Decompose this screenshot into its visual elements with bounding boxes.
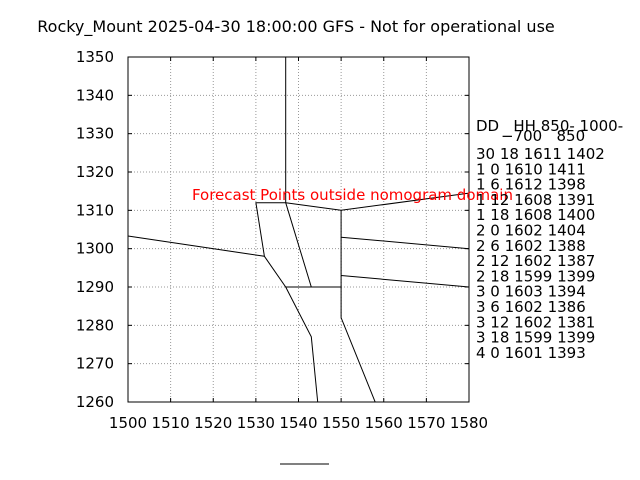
table-header-line2: −700 850 bbox=[501, 127, 585, 145]
y-tick-label: 1260 bbox=[76, 393, 114, 411]
table-row: 3 18 1599 1399 bbox=[476, 329, 595, 347]
table-row: 1 6 1612 1398 bbox=[476, 176, 586, 194]
y-tick-label: 1350 bbox=[76, 48, 114, 66]
y-tick-label: 1290 bbox=[76, 278, 114, 296]
x-tick-label: 1550 bbox=[322, 414, 360, 432]
x-tick-label: 1580 bbox=[450, 414, 488, 432]
x-tick-label: 1510 bbox=[152, 414, 190, 432]
annotation: Forecast Points outside nomogram domain bbox=[192, 186, 513, 204]
y-tick-label: 1340 bbox=[76, 86, 114, 104]
table-row: 30 18 1611 1402 bbox=[476, 145, 605, 163]
nomogram-line-4 bbox=[263, 256, 342, 288]
nomogram-line-3 bbox=[285, 202, 342, 288]
y-tick-label: 1320 bbox=[76, 163, 114, 181]
table-row: 2 12 1602 1387 bbox=[476, 252, 595, 270]
x-tick-label: 1540 bbox=[279, 414, 317, 432]
table-header-line1: DD HH 850- 1000- bbox=[476, 117, 623, 135]
x-axis: 1500 1510 1520 1530 1540 1550 1560 1570 1580 bbox=[109, 57, 488, 432]
nomogram-line-5 bbox=[341, 236, 470, 250]
y-tick-label: 1310 bbox=[76, 201, 114, 219]
y-axis: 1260 1270 1280 1290 1300 1310 1320 1330 1340 1350 bbox=[76, 48, 469, 411]
x-tick-label: 1570 bbox=[407, 414, 445, 432]
y-tick-label: 1280 bbox=[76, 316, 114, 334]
table-row: 1 18 1608 1400 bbox=[476, 206, 595, 224]
nomogram-line-6 bbox=[341, 275, 470, 288]
nomogram-line-8 bbox=[340, 287, 376, 403]
y-tick-label: 1270 bbox=[76, 355, 114, 373]
chart-title: Rocky_Mount 2025-04-30 18:00:00 GFS - No… bbox=[37, 17, 555, 37]
nomogram-line-7 bbox=[285, 286, 319, 403]
nomogram-line-2 bbox=[127, 192, 470, 257]
grid bbox=[128, 57, 469, 402]
x-tick-label: 1500 bbox=[109, 414, 147, 432]
y-tick-label: 1330 bbox=[76, 125, 114, 143]
y-tick-label: 1300 bbox=[76, 240, 114, 258]
table-row: 2 18 1599 1399 bbox=[476, 267, 595, 285]
table-row: 3 0 1603 1394 bbox=[476, 283, 586, 301]
x-tick-label: 1530 bbox=[237, 414, 275, 432]
table-row: 3 12 1602 1381 bbox=[476, 313, 595, 331]
table-row: 3 6 1602 1386 bbox=[476, 298, 586, 316]
data-table: DD HH 850- 1000- −700 850 30 18 1611 140… bbox=[476, 117, 623, 362]
x-tick-label: 1520 bbox=[194, 414, 232, 432]
table-row: 1 12 1608 1391 bbox=[476, 191, 595, 209]
table-row: 2 6 1602 1388 bbox=[476, 237, 586, 255]
table-row: 2 0 1602 1404 bbox=[476, 222, 586, 240]
table-row: 1 0 1610 1411 bbox=[476, 160, 586, 178]
x-tick-label: 1560 bbox=[365, 414, 403, 432]
table-row: 4 0 1601 1393 bbox=[476, 344, 586, 362]
series-lines bbox=[127, 57, 470, 403]
